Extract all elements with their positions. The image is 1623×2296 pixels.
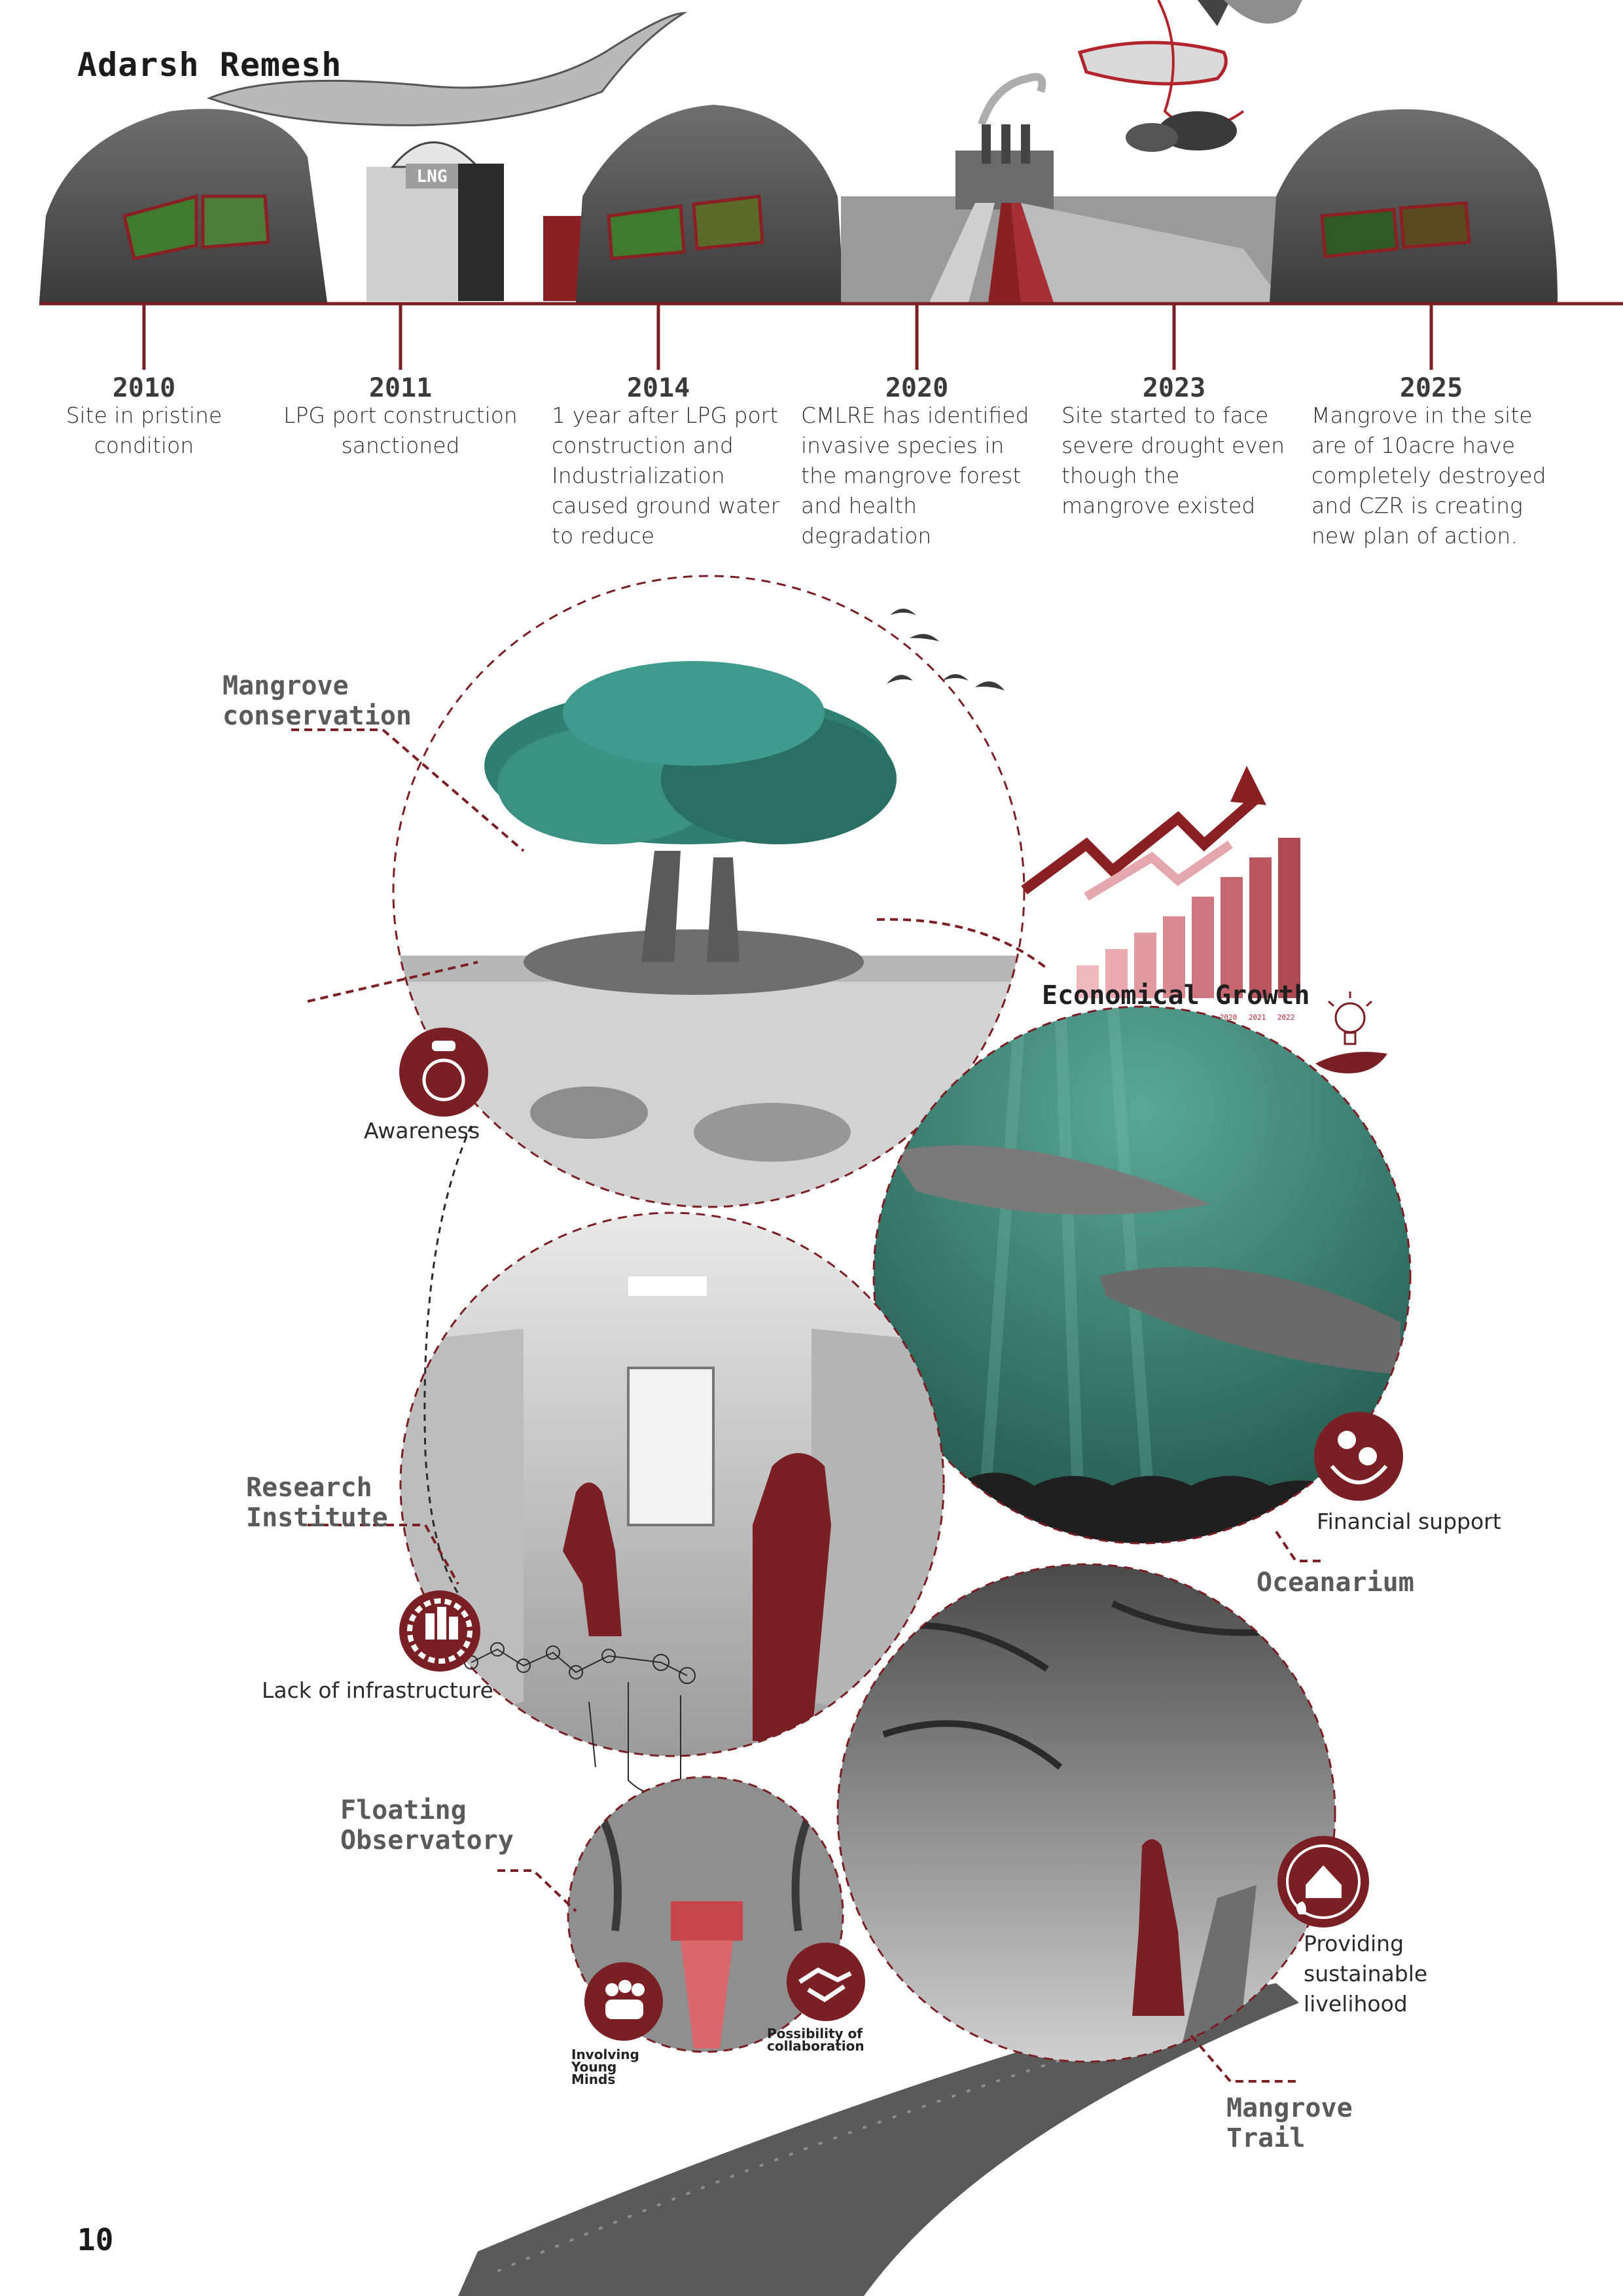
caption-awareness: Awareness [364,1118,480,1143]
growth-bar [1163,916,1185,998]
growth-bar [1278,838,1300,998]
infrastructure-gear-icon [399,1590,480,1672]
hand-icon [1315,1052,1387,1073]
growth-bar [1221,877,1243,998]
growth-tick-label: 2022 [1277,1013,1295,1022]
timeline-banner: LNG [39,0,1623,306]
timeline-ticks [142,304,1433,370]
caption-possibility-of-collaboration: Possibility of collaboration [767,2026,865,2054]
timeline-description: CMLRE has identified invasive species in… [801,403,1029,548]
timeline-year: 2014 [626,373,690,403]
roof-canopy [206,12,688,126]
label-mangrove-trail: Mangrove Trail [1226,2093,1353,2153]
timeline-description: Site started to face severe drought even… [1061,403,1285,518]
mangrove-trail-image [838,1564,1335,2062]
author-name: Adarsh Remesh [77,46,342,84]
label-research-institute: Research Institute [246,1473,388,1533]
researcher-figure [563,1482,622,1636]
awareness-icon [399,1028,488,1117]
growth-bar [1134,933,1156,998]
timeline-description: LPG port construction sanctioned [283,403,518,458]
timeline-year: 2010 [112,373,176,403]
growth-bar [1077,965,1099,998]
growth-arrow-icon [1021,766,1266,901]
lightbulb-hand-icon [1328,992,1372,1045]
timeline-description: Site in pristine condition [65,403,223,458]
mangrove-island-image [393,576,1024,1207]
fish-collage [1077,41,1228,86]
caption-financial-support: Financial support [1317,1509,1501,1534]
caption-sustainable-livelihood: Providing sustainable livelihood [1304,1931,1428,2017]
researcher-figure [753,1453,831,1741]
birds-icon [887,609,1005,691]
community-icon [584,1962,663,2041]
label-economical-growth: Economical Growth [1042,980,1310,1011]
caption-lack-of-infrastructure: Lack of infrastructure [262,1677,493,1703]
growth-tick-label: 2021 [1249,1013,1266,1022]
page-number: 10 [77,2222,114,2257]
growth-bar [1192,897,1214,998]
walking-figure [1132,1839,1185,2016]
label-mangrove-conservation: Mangrove conservation [223,671,412,731]
growth-bar [1105,949,1128,998]
timeline-year: 2011 [368,373,433,403]
lng-sign: LNG [417,167,448,187]
research-lab-image [401,1213,944,1756]
timeline-description: Mangrove in the site are of 10acre have … [1311,403,1546,548]
handshake-icon [787,1943,865,2021]
growth-bar [1249,857,1272,998]
financial-support-icon [1314,1412,1403,1501]
growth-chart-ticks: 2020 2021 2022 [1220,1013,1295,1022]
growth-bar-chart [1077,838,1300,998]
caption-involving-young-minds: Involving Young Minds [571,2047,639,2087]
timeline-description: 1 year after LPG port construction and I… [552,403,780,548]
livelihood-home-icon [1277,1836,1369,1928]
label-floating-observatory: Floating Observatory [340,1795,514,1856]
timeline-year: 2020 [885,373,949,403]
timeline-year: 2025 [1399,373,1463,403]
concept-collage: 2020 2021 2022 [291,575,1412,2296]
timeline-year: 2023 [1142,373,1206,403]
label-oceanarium: Oceanarium [1257,1568,1414,1598]
